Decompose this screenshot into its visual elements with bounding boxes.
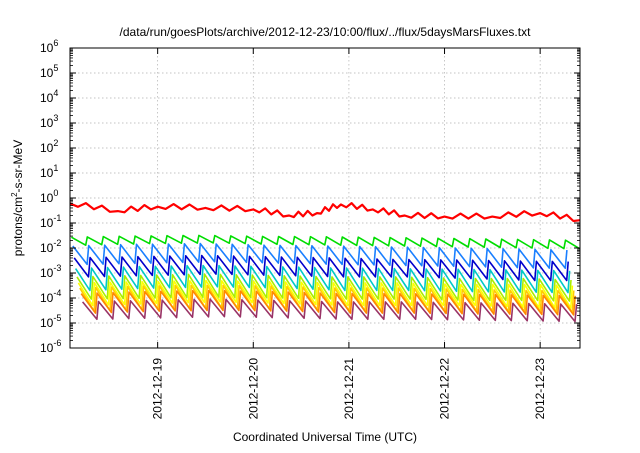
y-tick-label-exponent: -2	[53, 238, 61, 248]
y-tick-label-base: 10	[40, 91, 54, 105]
y-tick-label-exponent: -5	[53, 313, 61, 323]
y-tick-label-exponent: -4	[53, 288, 61, 298]
chart-title: /data/run/goesPlots/archive/2012-12-23/1…	[120, 25, 532, 39]
y-axis-label-rest: -s-sr-MeV	[11, 140, 25, 193]
y-tick-label: 10-4	[40, 288, 61, 305]
y-tick-label-exponent: 1	[53, 163, 58, 173]
series-line-5	[74, 264, 571, 294]
y-tick-label-base: 10	[40, 316, 54, 330]
series-line-9	[80, 289, 576, 316]
y-tick-label-exponent: 0	[53, 188, 58, 198]
x-tick-label: 2012-12-21	[342, 358, 356, 420]
y-tick-label: 101	[40, 163, 58, 180]
series-line-3	[72, 242, 568, 269]
y-tick-label: 100	[40, 188, 58, 205]
y-tick-label: 10-1	[40, 213, 61, 230]
series-layer	[69, 202, 581, 323]
y-tick-label-exponent: 3	[53, 113, 58, 123]
y-tick-label: 10-5	[40, 313, 61, 330]
series-line-1	[69, 202, 581, 223]
y-axis-label-base: protons/cm	[11, 197, 25, 256]
y-tick-label-base: 10	[40, 216, 54, 230]
y-tick-label-base: 10	[40, 166, 54, 180]
series-line-2	[71, 234, 581, 250]
axes: 10-610-510-410-310-210-11001011021031041…	[40, 38, 580, 419]
y-tick-label-base: 10	[40, 66, 54, 80]
x-axis-label: Coordinated Universal Time (UTC)	[233, 430, 417, 444]
y-tick-label-base: 10	[40, 291, 54, 305]
y-tick-label-exponent: -6	[53, 338, 61, 348]
y-tick-label: 105	[40, 63, 58, 80]
y-tick-label-base: 10	[40, 141, 54, 155]
series-line-10	[81, 298, 578, 323]
y-tick-label: 10-2	[40, 238, 61, 255]
y-tick-label: 10-6	[40, 338, 61, 355]
series-line-4	[73, 254, 569, 282]
y-tick-label-base: 10	[40, 191, 54, 205]
x-tick-label: 2012-12-22	[438, 358, 452, 420]
y-tick-label-exponent: 4	[53, 88, 58, 98]
y-tick-label-exponent: -3	[53, 263, 61, 273]
y-tick-label: 103	[40, 113, 58, 130]
y-tick-label: 10-3	[40, 263, 61, 280]
y-tick-label-base: 10	[40, 41, 54, 55]
y-tick-label-base: 10	[40, 266, 54, 280]
series-line-6	[76, 273, 572, 302]
y-axis-label-superscript: 2	[10, 192, 19, 197]
y-tick-label: 102	[40, 138, 58, 155]
y-tick-label-exponent: 2	[53, 138, 58, 148]
y-tick-label-base: 10	[40, 116, 54, 130]
y-tick-label-base: 10	[40, 341, 54, 355]
x-tick-label: 2012-12-23	[533, 358, 547, 420]
y-tick-label: 106	[40, 38, 58, 55]
y-tick-label-exponent: 6	[53, 38, 58, 48]
y-tick-label-base: 10	[40, 241, 54, 255]
series-line-7	[77, 279, 574, 309]
y-axis-label: protons/cm2-s-sr-MeV	[10, 140, 25, 256]
y-tick-label: 104	[40, 88, 58, 105]
y-tick-label-exponent: -1	[53, 213, 61, 223]
x-tick-label: 2012-12-19	[151, 358, 165, 420]
x-tick-label: 2012-12-20	[246, 358, 260, 420]
y-tick-label-exponent: 5	[53, 63, 58, 73]
